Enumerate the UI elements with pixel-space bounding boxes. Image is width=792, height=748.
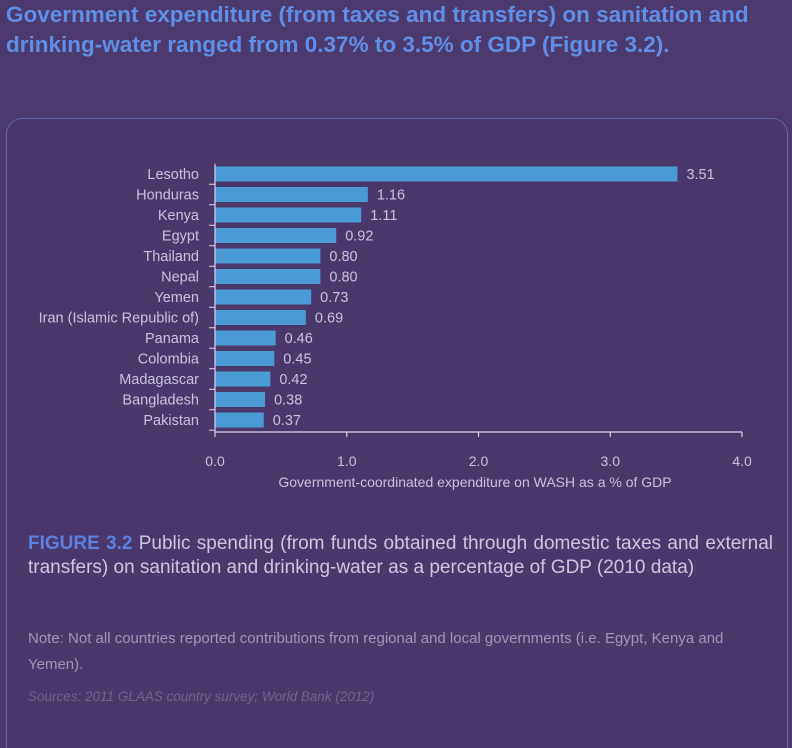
bar-chart: Lesotho 3.51 Honduras 1.16 Kenya 1.11 Egypt 0.9… xyxy=(39,163,752,490)
bar-0 xyxy=(215,166,678,182)
x-tick-label-3: 3.0 xyxy=(601,453,621,469)
x-tick-label-4: 4.0 xyxy=(732,453,752,469)
category-label-4: Thailand xyxy=(143,249,199,265)
value-label-11: 0.38 xyxy=(274,393,302,409)
figure-sources: Sources: 2011 GLAAS country survey; Worl… xyxy=(28,689,375,704)
value-label-4: 0.80 xyxy=(329,249,357,265)
category-label-5: Nepal xyxy=(161,270,199,286)
category-label-12: Pakistan xyxy=(143,413,199,429)
figure-panel xyxy=(6,118,788,748)
category-label-2: Kenya xyxy=(158,208,200,224)
category-label-3: Egypt xyxy=(162,229,199,245)
value-label-5: 0.80 xyxy=(329,270,357,286)
headline: Government expenditure (from taxes and t… xyxy=(6,2,749,57)
x-axis-label: Government-coordinated expenditure on WA… xyxy=(278,474,671,490)
bar-9 xyxy=(215,351,275,366)
value-label-6: 0.73 xyxy=(320,290,348,306)
value-label-0: 3.51 xyxy=(686,167,714,183)
category-label-9: Colombia xyxy=(138,352,200,368)
bar-7 xyxy=(215,310,306,325)
value-label-2: 1.11 xyxy=(370,208,397,224)
bar-2 xyxy=(215,207,362,223)
x-tick-label-2: 2.0 xyxy=(469,453,489,469)
value-label-12: 0.37 xyxy=(273,413,301,429)
category-label-0: Lesotho xyxy=(147,167,199,183)
bar-5 xyxy=(215,269,321,284)
value-label-9: 0.45 xyxy=(283,352,311,368)
bar-8 xyxy=(215,330,276,346)
category-label-8: Panama xyxy=(145,331,200,347)
caption-text: Public spending (from funds obtained thr… xyxy=(28,533,773,578)
value-label-1: 1.16 xyxy=(377,188,405,204)
axis-layer: 0.0 1.0 2.0 3.0 4.0 xyxy=(205,163,752,469)
bar-12 xyxy=(215,412,264,428)
x-tick-label-1: 1.0 xyxy=(337,453,357,469)
value-label-3: 0.92 xyxy=(345,229,373,245)
category-label-10: Madagascar xyxy=(119,372,199,388)
category-label-6: Yemen xyxy=(154,290,199,306)
bar-10 xyxy=(215,371,271,387)
bar-6 xyxy=(215,289,312,305)
bar-11 xyxy=(215,392,266,407)
figure-note: Note: Not all countries reported contrib… xyxy=(28,630,724,673)
category-label-11: Bangladesh xyxy=(122,393,199,409)
value-label-8: 0.46 xyxy=(285,331,313,347)
bars-layer xyxy=(215,166,678,428)
labels-layer: Lesotho 3.51 Honduras 1.16 Kenya 1.11 Egypt 0.9… xyxy=(39,167,715,429)
bar-3 xyxy=(215,228,337,243)
figure-caption: FIGURE 3.2 Public spending (from funds o… xyxy=(28,532,773,580)
category-label-7: Iran (Islamic Republic of) xyxy=(39,311,199,327)
bar-1 xyxy=(215,187,368,202)
value-label-10: 0.42 xyxy=(279,372,307,388)
value-label-7: 0.69 xyxy=(315,311,343,327)
x-tick-label-0: 0.0 xyxy=(205,453,225,469)
bar-4 xyxy=(215,248,321,264)
figure-label: FIGURE 3.2 xyxy=(28,533,133,554)
category-label-1: Honduras xyxy=(136,188,199,204)
